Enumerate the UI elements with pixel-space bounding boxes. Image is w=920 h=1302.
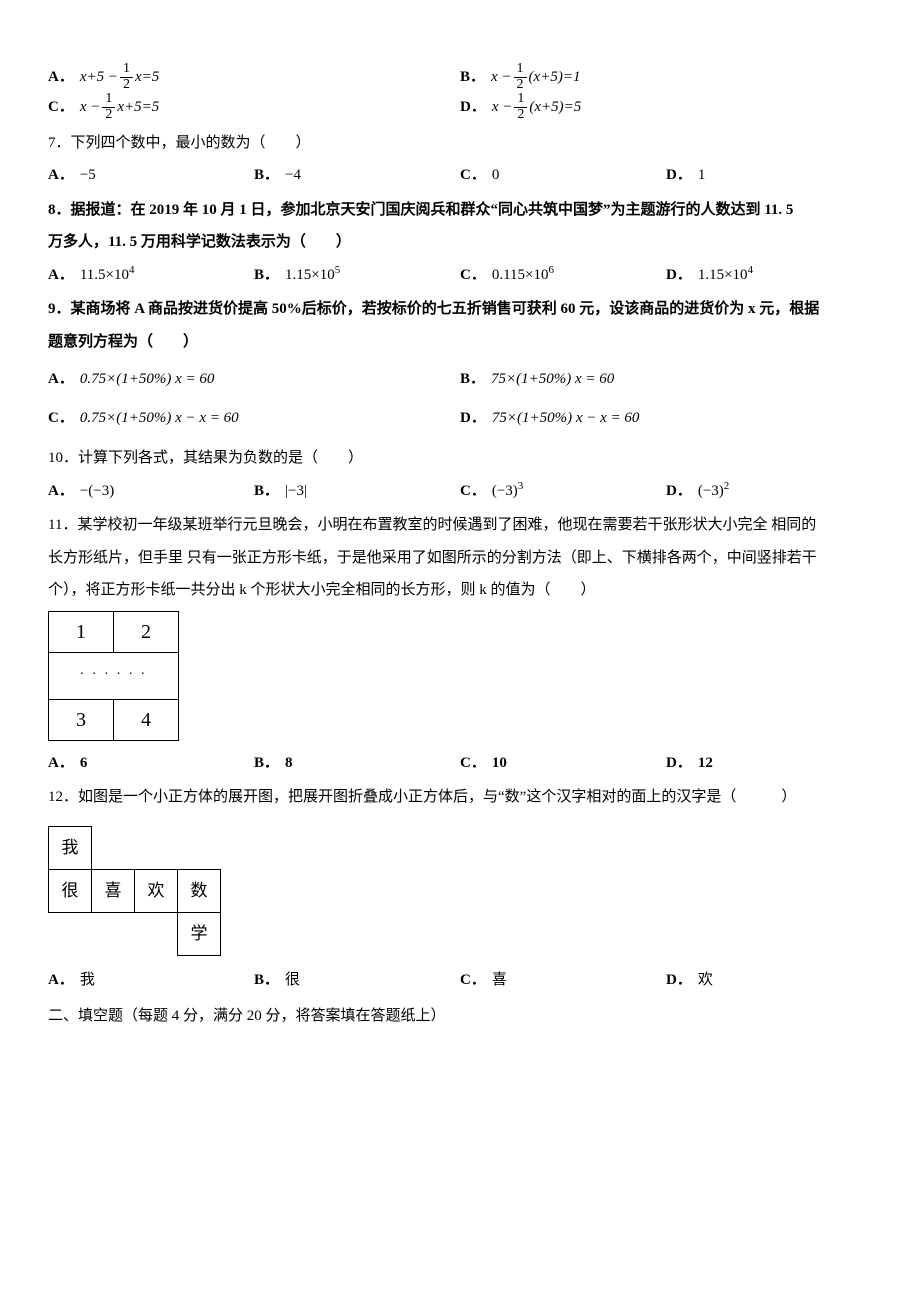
- q8-opt-c: C．0.115×106: [460, 261, 666, 290]
- q6-opt-d: D． x − 12 (x+5)=5: [460, 92, 872, 122]
- q9-opt-d: D．75×(1+50%) x − x = 60: [460, 399, 872, 438]
- q6-a-mid: x=5: [135, 63, 159, 92]
- q9-opt-c: C．0.75×(1+50%) x − x = 60: [48, 399, 460, 438]
- q9-stem-line2: 题意列方程为（ ）: [48, 328, 872, 357]
- q6-a-pre: x+5 −: [80, 63, 118, 92]
- fraction: 12: [120, 62, 133, 92]
- q7-opt-b: B．−4: [254, 161, 460, 190]
- q8-stem-line2: 万多人，11. 5 万用科学记数法表示为（ ）: [48, 228, 872, 257]
- q8-opt-d: D．1.15×104: [666, 261, 872, 290]
- q7-opt-d: D．1: [666, 161, 872, 190]
- label-b: B．: [460, 63, 485, 92]
- q11-stem-line3: 个），将正方形卡纸一共分出 k 个形状大小完全相同的长方形，则 k 的值为（ ）: [48, 576, 872, 605]
- q9-opt-a: A．0.75×(1+50%) x = 60: [48, 360, 460, 399]
- q6-opt-a: A． x+5 − 12 x=5: [48, 62, 460, 92]
- q10-options: A．−(−3) B．|−3| C．(−3)3 D．(−3)2: [48, 477, 872, 506]
- q7-opt-a: A．−5: [48, 161, 254, 190]
- q6-options: A． x+5 − 12 x=5 B． x − 12 (x+5)=1 C． x −…: [48, 62, 872, 123]
- q12-cube-net: 我 很喜欢数 学: [48, 826, 221, 956]
- q8-opt-b: B．1.15×105: [254, 261, 460, 290]
- q8-opt-a: A．11.5×104: [48, 261, 254, 290]
- q11-opt-b: B．8: [254, 749, 460, 778]
- q6-b-pre: x −: [491, 63, 512, 92]
- q6-c-mid: x+5=5: [117, 93, 159, 122]
- q9-options: A．0.75×(1+50%) x = 60 B．75×(1+50%) x = 6…: [48, 360, 872, 438]
- q12-opt-b: B．很: [254, 966, 460, 995]
- q9-stem-line1: 9．某商场将 A 商品按进货价提高 50%后标价，若按标价的七五折销售可获利 6…: [48, 295, 872, 324]
- q12-opt-c: C．喜: [460, 966, 666, 995]
- q6-opt-b: B． x − 12 (x+5)=1: [460, 62, 872, 92]
- q11-stem-line1: 11．某学校初一年级某班举行元旦晚会，小明在布置教室的时候遇到了困难，他现在需要…: [48, 511, 872, 540]
- label-d: D．: [460, 93, 486, 122]
- q11-diagram: 12 · · · · · · 34: [48, 611, 179, 741]
- q11-opt-c: C．10: [460, 749, 666, 778]
- q7-opt-c: C．0: [460, 161, 666, 190]
- q6-c-pre: x −: [80, 93, 101, 122]
- fraction: 12: [102, 92, 115, 122]
- q8-options: A．11.5×104 B．1.15×105 C．0.115×106 D．1.15…: [48, 261, 872, 290]
- q9-opt-b: B．75×(1+50%) x = 60: [460, 360, 872, 399]
- q11-stem-line2: 长方形纸片，但手里 只有一张正方形卡纸，于是他采用了如图所示的分割方法（即上、下…: [48, 544, 872, 573]
- fraction: 12: [514, 92, 527, 122]
- q6-opt-c: C． x − 12 x+5=5: [48, 92, 460, 122]
- q10-opt-a: A．−(−3): [48, 477, 254, 506]
- q11-opt-d: D．12: [666, 749, 872, 778]
- fraction: 12: [514, 62, 527, 92]
- label-a: A．: [48, 63, 74, 92]
- q12-options: A．我 B．很 C．喜 D．欢: [48, 966, 872, 995]
- q6-d-pre: x −: [492, 93, 513, 122]
- q10-opt-d: D．(−3)2: [666, 477, 872, 506]
- label-c: C．: [48, 93, 74, 122]
- q11-opt-a: A．6: [48, 749, 254, 778]
- q12-opt-a: A．我: [48, 966, 254, 995]
- q6-d-mid: (x+5)=5: [529, 93, 581, 122]
- q8-stem-line1: 8．据报道：在 2019 年 10 月 1 日，参加北京天安门国庆阅兵和群众“同…: [48, 196, 872, 225]
- q12-opt-d: D．欢: [666, 966, 872, 995]
- q10-opt-b: B．|−3|: [254, 477, 460, 506]
- section-2-heading: 二、填空题（每题 4 分，满分 20 分，将答案填在答题纸上）: [48, 1002, 872, 1031]
- q7-stem: 7．下列四个数中，最小的数为（ ）: [48, 129, 872, 158]
- q10-stem: 10．计算下列各式，其结果为负数的是（ ）: [48, 444, 872, 473]
- q12-stem: 12．如图是一个小正方体的展开图，把展开图折叠成小正方体后，与“数”这个汉字相对…: [48, 783, 872, 812]
- q6-b-mid: (x+5)=1: [529, 63, 581, 92]
- q10-opt-c: C．(−3)3: [460, 477, 666, 506]
- q11-options: A．6 B．8 C．10 D．12: [48, 749, 872, 778]
- q7-options: A．−5 B．−4 C．0 D．1: [48, 161, 872, 190]
